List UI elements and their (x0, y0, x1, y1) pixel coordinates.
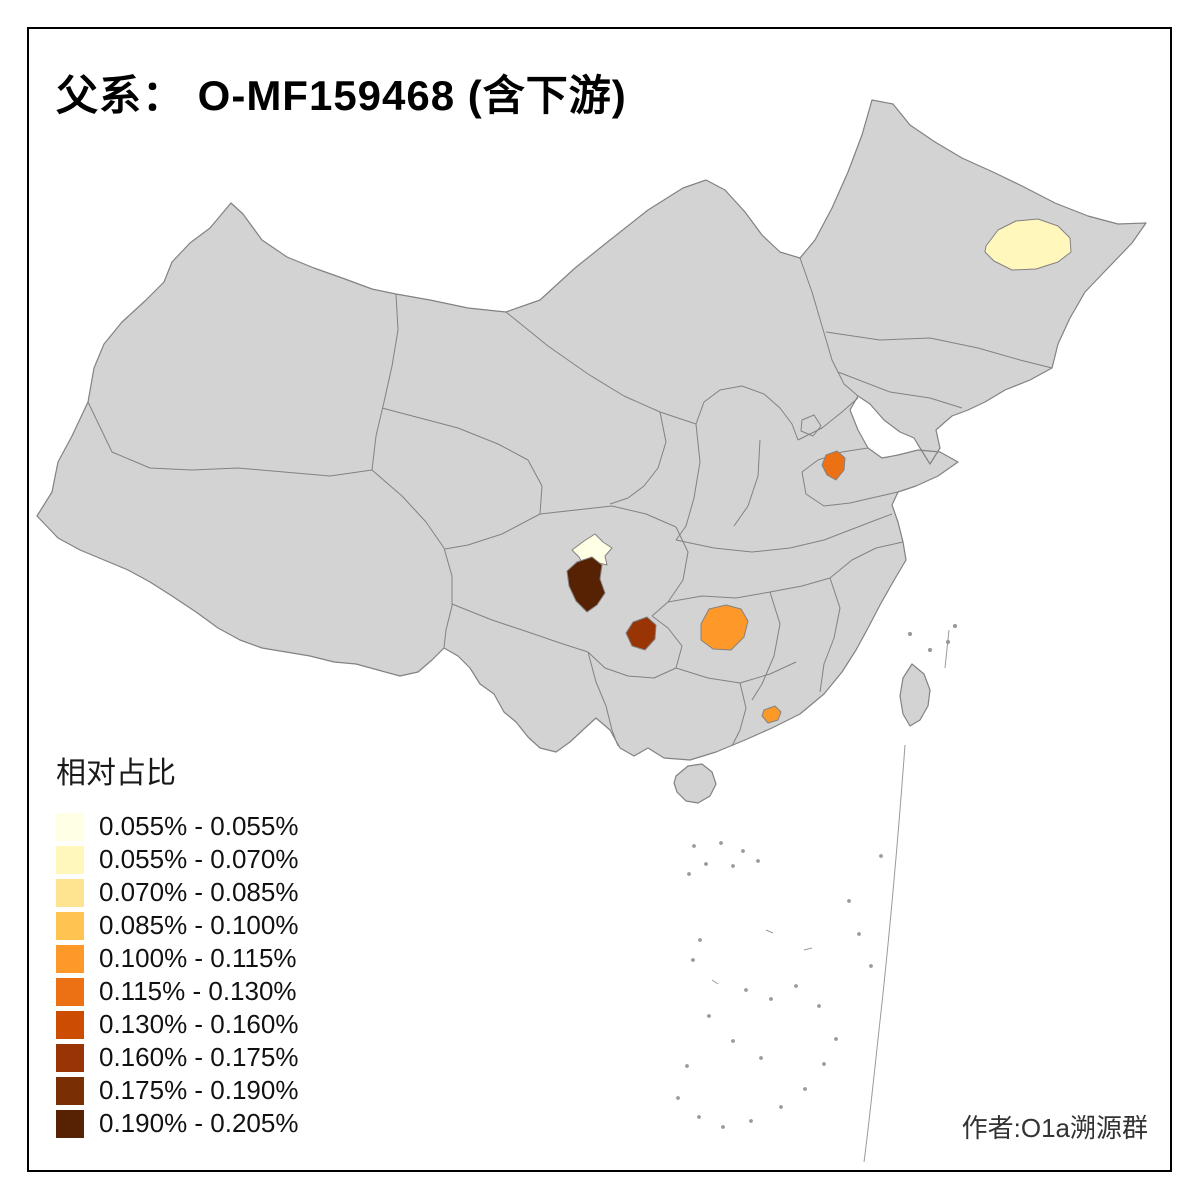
taiwan-island (899, 663, 931, 727)
legend-swatch (56, 1076, 84, 1105)
province-borders (87, 257, 1053, 747)
region-sichuan-south (566, 556, 606, 613)
legend-title: 相对占比 (56, 757, 176, 790)
region-hunan (700, 604, 749, 651)
region-shandong (821, 450, 846, 481)
legend-label: 0.055% - 0.070% (99, 844, 299, 874)
legend-swatch (56, 911, 84, 940)
legend-row: 0.055% - 0.070% (56, 843, 298, 876)
legend-label: 0.055% - 0.055% (99, 811, 299, 841)
mainland-outline (36, 99, 1147, 761)
legend-row: 0.160% - 0.175% (56, 1041, 298, 1074)
region-sichuan-north (571, 533, 613, 569)
legend-swatch (56, 878, 84, 907)
legend-row: 0.130% - 0.160% (56, 1008, 298, 1041)
legend-swatch (56, 977, 84, 1006)
page-title: 父系： O-MF159468 (含下游) (56, 72, 627, 119)
legend-label: 0.115% - 0.130% (99, 976, 297, 1006)
legend-swatch (56, 944, 84, 973)
china-land (36, 99, 1147, 804)
attribution: 作者:O1a溯源群 (961, 1113, 1148, 1143)
legend-row: 0.070% - 0.085% (56, 876, 298, 909)
region-heilongjiang (984, 218, 1072, 271)
legend-swatch (56, 1010, 84, 1039)
legend-label: 0.085% - 0.100% (99, 910, 299, 940)
legend-label: 0.175% - 0.190% (99, 1075, 299, 1105)
sea-islands (676, 623, 958, 1163)
legend-swatch (56, 1109, 84, 1138)
legend-swatch (56, 845, 84, 874)
legend-label: 0.190% - 0.205% (99, 1108, 299, 1138)
legend-row: 0.100% - 0.115% (56, 942, 298, 975)
legend-rows: 0.055% - 0.055% 0.055% - 0.070% 0.070% -… (56, 810, 298, 1140)
legend-swatch (56, 1043, 84, 1072)
hainan-island (673, 763, 717, 804)
legend-label: 0.070% - 0.085% (99, 877, 299, 907)
legend-label: 0.160% - 0.175% (99, 1042, 299, 1072)
legend-label: 0.100% - 0.115% (99, 943, 297, 973)
legend-row: 0.115% - 0.130% (56, 975, 298, 1008)
legend-row: 0.190% - 0.205% (56, 1107, 298, 1140)
legend-row: 0.175% - 0.190% (56, 1074, 298, 1107)
highlighted-regions (566, 218, 1072, 724)
legend-swatch (56, 812, 84, 841)
region-guangdong (761, 705, 782, 724)
legend-row: 0.055% - 0.055% (56, 810, 298, 843)
legend-row: 0.085% - 0.100% (56, 909, 298, 942)
legend-label: 0.130% - 0.160% (99, 1009, 299, 1039)
region-guizhou (625, 616, 657, 651)
legend: 相对占比 0.055% - 0.055% 0.055% - 0.070% 0.0… (56, 748, 298, 1140)
